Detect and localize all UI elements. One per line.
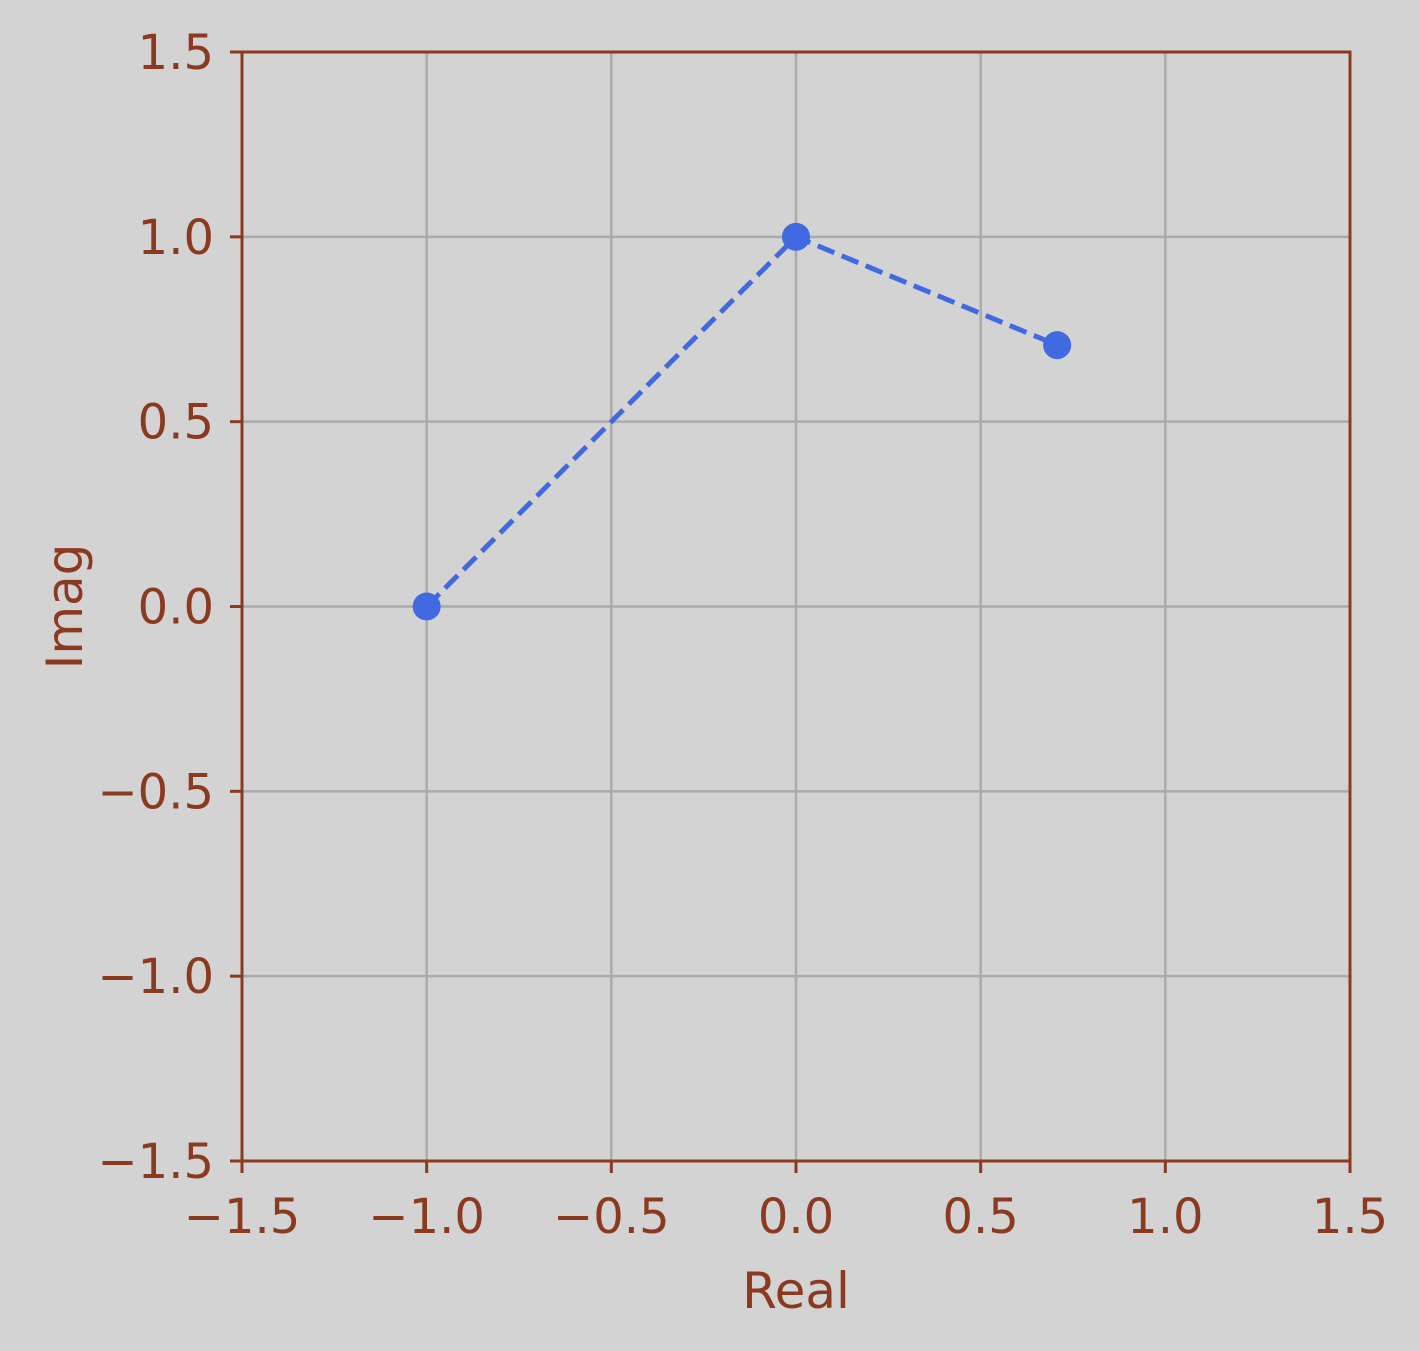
x-axis-label: Real — [742, 1262, 850, 1320]
y-tick-label: −0.5 — [97, 764, 214, 820]
x-tick-label: 0.0 — [758, 1189, 834, 1245]
data-point — [412, 592, 441, 621]
series — [412, 222, 1072, 621]
x-tick-label: −1.0 — [368, 1189, 485, 1245]
grid — [242, 52, 1350, 1161]
x-tick-label: 0.5 — [942, 1189, 1018, 1245]
x-tick-label: 1.0 — [1127, 1189, 1203, 1245]
data-point — [782, 222, 810, 251]
y-tick-label: 1.0 — [138, 210, 214, 266]
y-tick-label: −1.5 — [97, 1134, 214, 1190]
x-tick-label: 1.5 — [1312, 1189, 1388, 1245]
y-tick-label: 0.0 — [138, 580, 214, 636]
y-tick-label: −1.0 — [97, 949, 214, 1005]
y-axis-label: Imag — [36, 544, 94, 670]
y-tick-label: 1.5 — [138, 25, 214, 81]
data-point — [1043, 331, 1072, 360]
y-tick-label: 0.5 — [138, 395, 214, 451]
x-tick-label: −1.5 — [184, 1189, 301, 1245]
axis-ticks: −1.5 −1.0 −0.5 0.0 0.5 1.0 1.5 −1.5 −1.0 −0.5 0.0 0… — [97, 25, 1388, 1245]
x-tick-label: −0.5 — [553, 1189, 670, 1245]
